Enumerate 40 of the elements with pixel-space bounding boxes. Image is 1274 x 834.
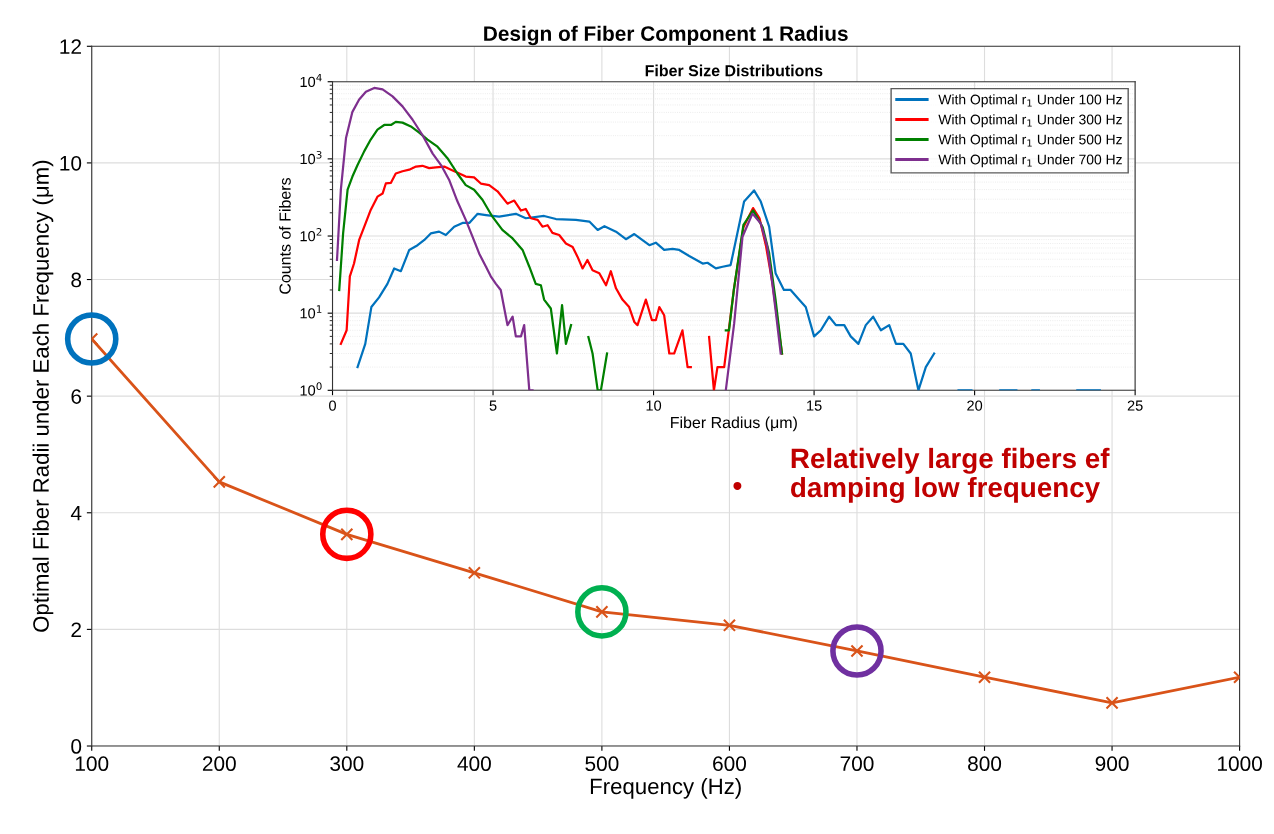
y-tick-label: 10$^{0}$ <box>300 382 322 396</box>
x-tick-label: 300 <box>330 756 364 772</box>
y-tick-label: 4 <box>70 505 82 521</box>
x-axis-title: Frequency (Hz) <box>590 777 741 799</box>
chart-title: Fiber Size Distributions <box>645 64 823 77</box>
x-tick-label: 900 <box>1095 756 1129 772</box>
legend-label: With Optimal r$_{1}$ Under 300 Hz <box>938 114 1122 128</box>
x-tick-label: 1000 <box>1218 756 1262 772</box>
y-axis-title: Optimal Fiber Radii under Each Frequency (μm) <box>32 160 54 632</box>
y-tick-label: 10$^{4}$ <box>300 73 322 88</box>
y-tick-label: 12 <box>60 39 81 54</box>
y-tick-label: 2 <box>71 622 81 637</box>
y-tick-label: 10$^{3}$ <box>300 150 322 165</box>
legend-label: With Optimal r$_{1}$ Under 100 Hz <box>938 94 1122 108</box>
legend-label: With Optimal r$_{1}$ Under 700 Hz <box>938 154 1122 168</box>
x-tick-label: 500 <box>585 756 619 772</box>
y-tick-label: 6 <box>71 389 82 404</box>
y-tick-label: 0 <box>71 739 82 754</box>
x-tick-label: 600 <box>713 756 746 772</box>
x-tick-label: 15 <box>807 400 822 411</box>
annotation: Relatively large fibers ef damping low frequency <box>791 447 1110 503</box>
x-tick-label: 5 <box>489 400 497 411</box>
legend-label: With Optimal r$_{1}$ Under 500 Hz <box>938 134 1122 148</box>
x-tick-label: 25 <box>1127 400 1143 411</box>
x-tick-label: 200 <box>202 756 236 772</box>
x-tick-label: 400 <box>457 756 491 772</box>
x-tick-label: 20 <box>967 400 983 411</box>
y-tick-label: 10$^{2}$ <box>300 228 322 242</box>
annotation: • <box>733 481 742 490</box>
chart-title: Design of Fiber Component 1 Radius <box>484 25 848 46</box>
y-axis-title: Counts of Fibers <box>279 178 291 294</box>
x-tick-label: 100 <box>75 756 109 772</box>
x-tick-label: 10 <box>646 400 662 411</box>
x-tick-label: 800 <box>968 756 1002 772</box>
x-tick-label: 700 <box>840 756 874 772</box>
y-tick-label: 8 <box>71 272 82 288</box>
x-tick-label: 0 <box>329 400 336 411</box>
y-tick-label: 10 <box>60 155 82 171</box>
y-tick-label: 10$^{1}$ <box>300 305 322 319</box>
x-axis-title: Fiber Radius (μm) <box>671 416 797 432</box>
